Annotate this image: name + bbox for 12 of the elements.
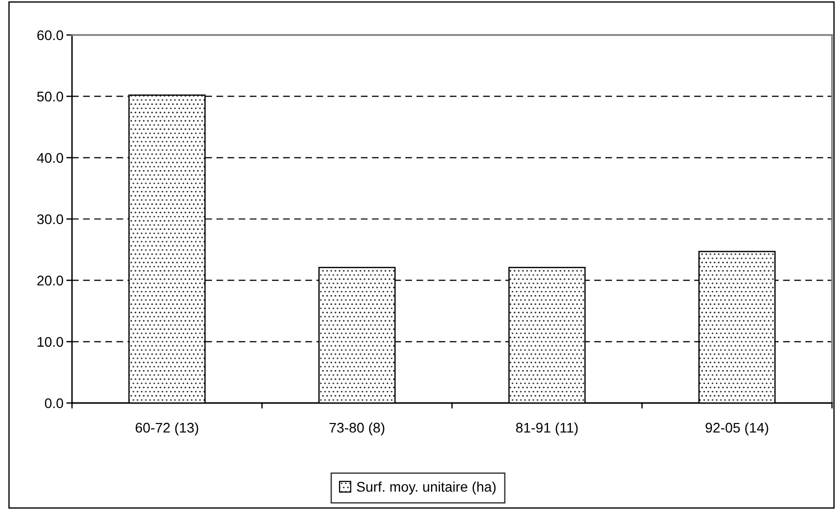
y-tick-label: 30.0 xyxy=(37,214,64,224)
x-tick-label: 60-72 (13) xyxy=(136,422,198,436)
x-tick-label: 81-91 (11) xyxy=(516,422,578,436)
y-tick-label: 60.0 xyxy=(37,30,64,40)
y-tick-label: 50.0 xyxy=(37,92,64,102)
y-tick-label: 20.0 xyxy=(37,276,64,286)
legend-label: Surf. moy. unitaire (ha) xyxy=(356,482,496,495)
y-tick-label: 40.0 xyxy=(36,153,64,163)
x-tick-label: 73-80 (8) xyxy=(330,422,384,436)
x-tick-label: 92-05 (14) xyxy=(706,422,768,436)
y-tick-label: 0.0 xyxy=(44,398,64,408)
y-tick-label: 10.0 xyxy=(38,337,64,347)
